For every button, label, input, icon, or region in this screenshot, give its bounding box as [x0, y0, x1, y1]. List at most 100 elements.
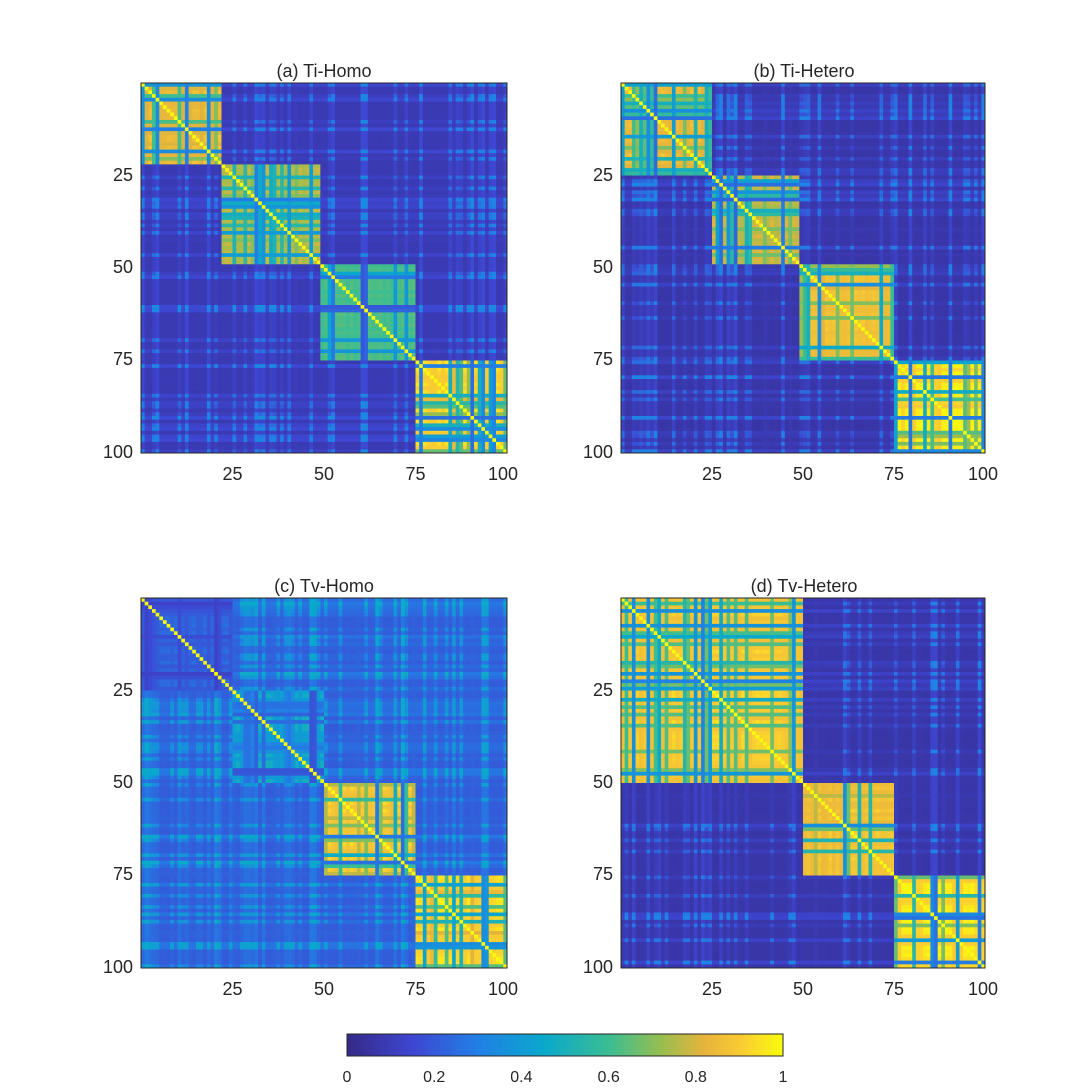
heatmap-cell: [159, 157, 164, 162]
heatmap-cell: [441, 227, 446, 232]
heatmap-cell: [481, 216, 486, 221]
heatmap-cell: [184, 90, 189, 95]
heatmap-cell: [400, 186, 405, 191]
heatmap-cell: [400, 249, 405, 254]
heatmap-cell: [320, 197, 325, 202]
heatmap-cell: [338, 153, 343, 158]
heatmap-cell: [375, 145, 380, 150]
heatmap-cell: [452, 83, 457, 88]
heatmap-cell: [334, 134, 340, 139]
heatmap-cell: [485, 168, 490, 173]
heatmap-cell: [488, 97, 493, 102]
heatmap-cell: [236, 194, 241, 199]
heatmap-cell: [170, 142, 175, 147]
heatmap-cell: [181, 219, 186, 224]
heatmap-cell: [367, 112, 372, 117]
heatmap-cell: [338, 131, 343, 136]
heatmap-cell: [272, 208, 277, 213]
heatmap-cell: [302, 245, 307, 250]
heatmap-cell: [269, 153, 274, 158]
heatmap-cell: [276, 153, 281, 158]
heatmap-cell: [192, 83, 197, 88]
heatmap-cell: [148, 264, 153, 269]
heatmap-cell: [232, 90, 237, 95]
heatmap-cell: [474, 105, 479, 110]
heatmap-cell: [247, 134, 252, 139]
heatmap-cell: [338, 138, 343, 143]
heatmap-cell: [155, 227, 160, 232]
heatmap-cell: [437, 108, 442, 113]
heatmap-cell: [181, 123, 186, 128]
heatmap-cell: [389, 97, 394, 102]
heatmap-cell: [378, 142, 383, 147]
heatmap-cell: [470, 90, 475, 95]
heatmap-cell: [408, 216, 413, 221]
heatmap-cell: [426, 171, 431, 176]
heatmap-cell: [492, 90, 497, 95]
heatmap-cell: [496, 94, 501, 99]
heatmap-cell: [232, 216, 237, 221]
heatmap-cell: [324, 223, 329, 228]
heatmap-cell: [148, 219, 153, 224]
heatmap-cell: [148, 168, 153, 173]
heatmap-cell: [162, 256, 168, 261]
heatmap-cell: [426, 112, 431, 117]
heatmap-cell: [225, 179, 230, 184]
heatmap-cell: [144, 194, 149, 199]
heatmap-cell: [287, 205, 292, 210]
heatmap-cell: [444, 205, 449, 210]
heatmap-cell: [463, 83, 468, 88]
heatmap-cell: [159, 164, 164, 169]
heatmap-cell: [400, 83, 405, 88]
heatmap-cell: [203, 227, 208, 232]
heatmap-cell: [162, 97, 168, 102]
heatmap-cell: [206, 249, 211, 254]
heatmap-cell: [393, 94, 398, 99]
heatmap-cell: [466, 138, 471, 143]
heatmap-cell: [474, 127, 479, 132]
heatmap-cell: [477, 194, 482, 199]
heatmap-cell: [232, 249, 237, 254]
heatmap-cell: [214, 194, 219, 199]
heatmap-cell: [192, 242, 197, 247]
heatmap-cell: [305, 90, 310, 95]
heatmap-cell: [371, 227, 376, 232]
heatmap-cell: [466, 242, 471, 247]
heatmap-cell: [144, 160, 149, 165]
heatmap-cell: [331, 182, 336, 187]
heatmap-cell: [316, 142, 321, 147]
heatmap-cell: [141, 190, 146, 195]
heatmap-cell: [327, 175, 332, 180]
heatmap-cell: [232, 164, 237, 169]
heatmap-cell: [386, 171, 391, 176]
heatmap-cell: [404, 175, 409, 180]
heatmap-cell: [316, 86, 321, 91]
heatmap-cell: [375, 238, 380, 243]
heatmap-cell: [276, 264, 281, 269]
heatmap-cell: [313, 168, 318, 173]
heatmap-cell: [247, 231, 252, 236]
heatmap-cell: [470, 112, 475, 117]
heatmap-cell: [334, 86, 340, 91]
heatmap-cell: [463, 175, 468, 180]
heatmap-cell: [430, 101, 435, 106]
heatmap-cell: [448, 168, 453, 173]
heatmap-cell: [236, 260, 241, 265]
heatmap-cell: [313, 160, 318, 165]
heatmap-cell: [184, 227, 189, 232]
heatmap-cell: [324, 83, 329, 88]
heatmap-cell: [309, 134, 314, 139]
heatmap-cell: [166, 260, 171, 265]
heatmap-cell: [430, 90, 435, 95]
heatmap-cell: [444, 86, 449, 91]
heatmap-cell: [148, 127, 153, 132]
heatmap-cell: [155, 249, 160, 254]
heatmap-cell: [173, 234, 178, 239]
heatmap-cell: [430, 194, 435, 199]
heatmap-cell: [419, 260, 424, 265]
heatmap-cell: [408, 90, 413, 95]
heatmap-cell: [141, 97, 146, 102]
heatmap-cell: [195, 208, 200, 213]
heatmap-cell: [470, 131, 475, 136]
heatmap-cell: [345, 127, 351, 132]
